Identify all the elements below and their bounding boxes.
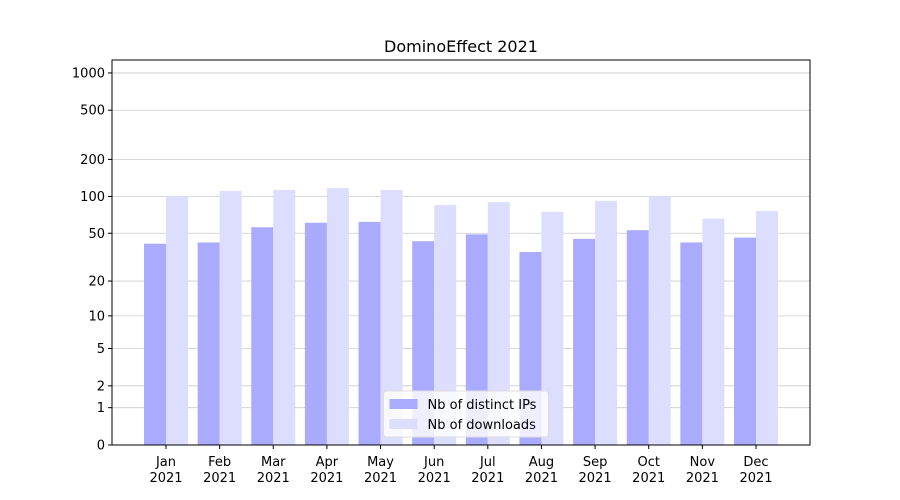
bar xyxy=(595,200,618,445)
plot-frame xyxy=(111,59,811,446)
y-tick-label: 2 xyxy=(97,379,105,394)
x-tick-label: May 2021 xyxy=(364,455,397,486)
bar xyxy=(702,218,725,445)
y-tick-label: 20 xyxy=(88,275,105,290)
x-tick-label: Aug 2021 xyxy=(525,455,558,486)
bar xyxy=(144,243,166,445)
bar xyxy=(541,211,564,445)
y-tick-label: 100 xyxy=(80,190,105,205)
bar xyxy=(626,230,649,445)
x-tick-label: Jan 2021 xyxy=(149,455,182,486)
x-tick-label: Dec 2021 xyxy=(739,455,772,486)
y-tick-label: 1000 xyxy=(72,66,105,81)
bar xyxy=(219,190,242,445)
y-tick-label: 50 xyxy=(88,227,105,242)
x-tick-label: Jun 2021 xyxy=(418,455,451,486)
x-tick-label: Feb 2021 xyxy=(203,455,236,486)
bar xyxy=(434,205,457,445)
bar xyxy=(648,196,671,445)
x-tick-label: Mar 2021 xyxy=(257,455,290,486)
bar xyxy=(197,242,220,445)
legend-swatch xyxy=(389,419,418,429)
bar xyxy=(734,237,756,445)
y-tick-label: 200 xyxy=(80,153,105,168)
x-tick-label: Jul 2021 xyxy=(471,455,504,486)
legend-swatch xyxy=(389,399,418,409)
x-tick-label: Oct 2021 xyxy=(632,455,665,486)
chart-title: DominoEffect 2021 xyxy=(384,37,538,56)
bar xyxy=(487,202,510,445)
legend-box xyxy=(383,390,549,438)
bar xyxy=(756,211,778,445)
bar xyxy=(358,221,381,445)
bar xyxy=(304,222,327,445)
bar xyxy=(251,227,274,445)
y-tick-label: 10 xyxy=(88,309,105,324)
bar xyxy=(326,188,349,445)
legend-label: Nb of distinct IPs xyxy=(428,398,537,413)
legend-label: Nb of downloads xyxy=(428,418,537,433)
y-tick-label: 5 xyxy=(97,342,105,357)
y-tick-label: 1 xyxy=(97,401,105,416)
x-tick-label: Sep 2021 xyxy=(579,455,612,486)
bar xyxy=(680,242,703,445)
y-tick-label: 0 xyxy=(97,439,105,454)
x-tick-label: Apr 2021 xyxy=(310,455,343,486)
bar xyxy=(273,189,296,445)
x-tick-label: Nov 2021 xyxy=(686,455,719,486)
y-tick-label: 500 xyxy=(80,104,105,119)
bar xyxy=(380,189,403,445)
bar xyxy=(573,238,596,445)
bar xyxy=(166,196,188,445)
